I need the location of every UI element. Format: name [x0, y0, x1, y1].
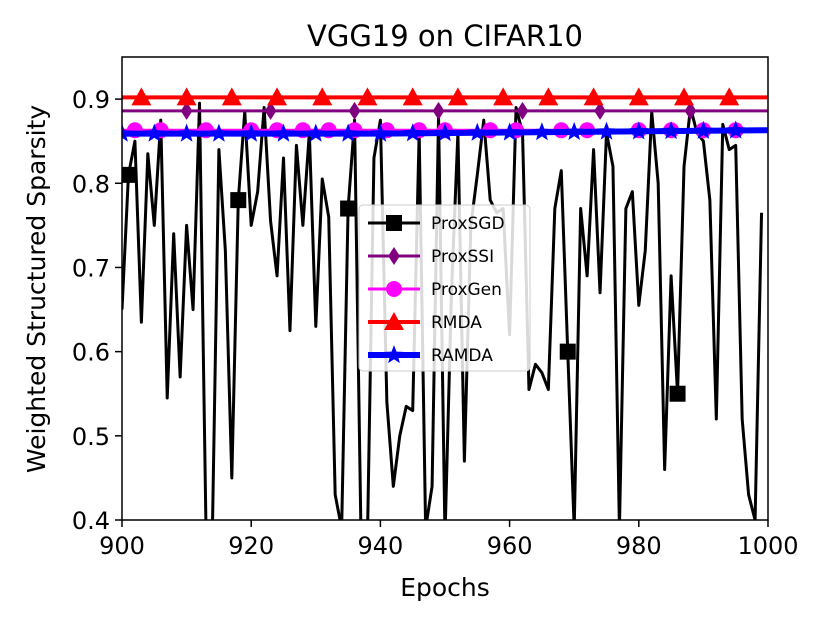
marker-ramda: [500, 122, 520, 141]
marker-rmda: [267, 87, 288, 106]
y-tick-label: 0.5: [72, 423, 110, 451]
marker-ramda: [403, 123, 423, 142]
marker-ramda: [467, 122, 487, 141]
marker-ramda: [726, 120, 746, 139]
marker-ramda: [693, 120, 713, 139]
legend-label-proxssi: ProxSSI: [431, 247, 494, 267]
marker-ramda: [209, 123, 229, 142]
marker-rmda: [221, 87, 242, 106]
x-tick-label: 960: [487, 532, 533, 560]
legend-item-ramda: RAMDA: [368, 345, 493, 366]
marker-rmda: [583, 87, 604, 106]
marker-proxssi: [348, 101, 361, 120]
marker-ramda: [144, 123, 164, 142]
y-tick-label: 0.6: [72, 339, 110, 367]
x-axis: 900 920 940 960 980 1000: [99, 520, 799, 560]
marker-proxsgd: [230, 192, 247, 209]
legend-item-proxsgd: ProxSGD: [368, 214, 505, 234]
legend-label-ramda: RAMDA: [431, 346, 493, 366]
x-tick-label: 1000: [737, 532, 798, 560]
marker-rmda: [538, 87, 559, 106]
x-tick-label: 940: [357, 532, 403, 560]
legend-item-rmda: RMDA: [368, 312, 482, 333]
marker-ramda: [122, 123, 132, 142]
chart-title: VGG19 on CIFAR10: [307, 19, 583, 53]
legend-label-rmda: RMDA: [431, 313, 482, 333]
marker-rmda: [674, 87, 695, 106]
marker-ramda: [435, 123, 455, 142]
marker-ramda: [306, 123, 326, 142]
legend-marker-ramda: [384, 345, 404, 364]
marker-ramda: [177, 123, 197, 142]
y-tick-label: 0.9: [72, 86, 110, 114]
x-tick-label: 900: [99, 532, 145, 560]
y-axis-title: Weighted Structured Sparsity: [22, 105, 51, 474]
marker-proxssi: [516, 101, 529, 120]
marker-proxssi: [180, 101, 193, 120]
marker-rmda: [131, 87, 152, 106]
marker-rmda: [719, 87, 740, 106]
marker-proxsgd: [122, 166, 137, 183]
marker-rmda: [176, 87, 197, 106]
marker-proxssi: [432, 101, 445, 120]
legend: ProxSGD ProxSSI ProxGen RMDA RAMDA: [358, 204, 531, 372]
x-tick-label: 920: [228, 532, 274, 560]
x-axis-title: Epochs: [400, 573, 490, 602]
marker-ramda: [532, 122, 552, 141]
series-ramda: [122, 120, 768, 142]
marker-proxsgd: [559, 343, 576, 360]
legend-item-proxgen: ProxGen: [368, 280, 502, 300]
marker-ramda: [564, 121, 584, 141]
marker-proxssi: [264, 101, 277, 120]
y-tick-label: 0.7: [72, 254, 110, 282]
plot-area: [122, 87, 768, 520]
plot-frame: [121, 56, 769, 521]
x-tick-label: 980: [616, 532, 662, 560]
marker-ramda: [338, 123, 358, 142]
legend-label-proxsgd: ProxSGD: [431, 214, 505, 234]
marker-ramda: [629, 121, 649, 140]
marker-rmda: [402, 87, 423, 106]
legend-label-proxgen: ProxGen: [431, 280, 502, 300]
legend-marker-proxssi: [388, 247, 400, 265]
series-proxssi: [122, 101, 768, 120]
marker-rmda: [447, 87, 468, 106]
y-tick-label: 0.4: [72, 507, 110, 535]
y-tick-label: 0.8: [72, 170, 110, 198]
marker-proxsgd: [669, 385, 686, 402]
marker-proxsgd: [340, 200, 357, 217]
marker-ramda: [661, 121, 681, 140]
legend-marker-proxgen: [386, 281, 402, 297]
marker-ramda: [370, 123, 390, 142]
series-rmda: [122, 87, 768, 106]
marker-proxssi: [684, 101, 697, 120]
legend-marker-proxsgd: [386, 215, 402, 231]
marker-rmda: [357, 87, 378, 106]
marker-rmda: [312, 87, 333, 106]
marker-proxssi: [594, 101, 606, 120]
marker-ramda: [241, 123, 261, 142]
marker-ramda: [273, 123, 294, 142]
legend-marker-rmda: [384, 312, 404, 330]
marker-rmda: [628, 87, 649, 106]
marker-ramda: [596, 121, 617, 140]
y-axis: 0.4 0.5 0.6 0.7 0.8 0.9: [72, 86, 122, 535]
marker-rmda: [493, 87, 514, 106]
legend-item-proxssi: ProxSSI: [368, 247, 494, 267]
